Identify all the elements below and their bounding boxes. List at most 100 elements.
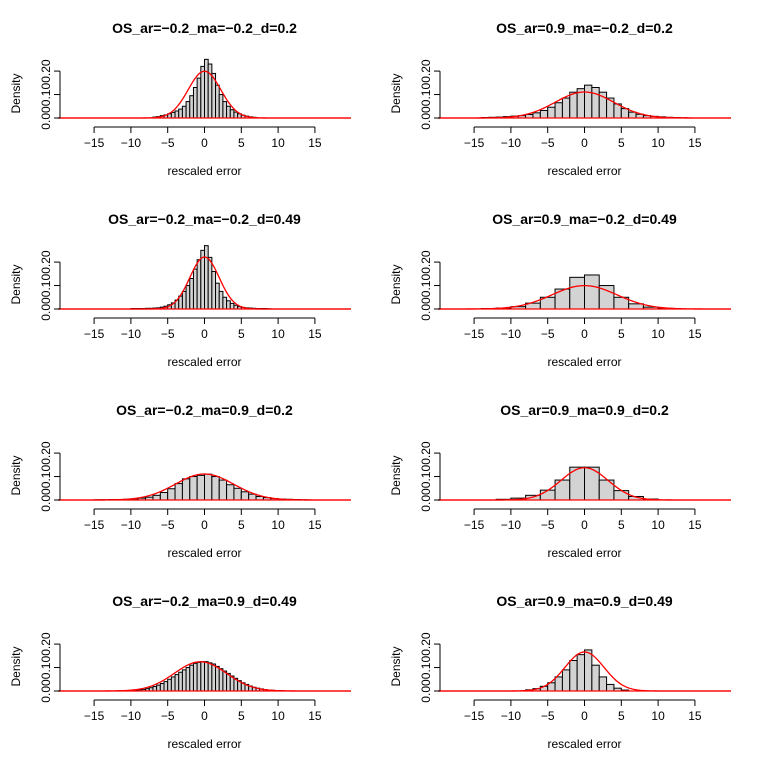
x-tick-label: −5 bbox=[541, 709, 555, 723]
x-tick-label: 5 bbox=[238, 327, 245, 341]
x-tick-label: 15 bbox=[688, 709, 702, 723]
histogram-bar bbox=[196, 259, 202, 310]
y-axis-label: Density bbox=[389, 646, 403, 686]
y-tick-label: 0.00 bbox=[39, 106, 53, 130]
histogram-bar bbox=[211, 663, 217, 692]
y-axis-label: Density bbox=[9, 646, 23, 686]
x-tick-label: 10 bbox=[271, 709, 285, 723]
bars bbox=[480, 274, 674, 310]
x-axis-label: rescaled error bbox=[167, 164, 241, 178]
x-tick-label: 0 bbox=[581, 327, 588, 341]
histogram-bar bbox=[167, 488, 176, 501]
x-tick-label: 5 bbox=[238, 518, 245, 532]
histogram-bar bbox=[569, 276, 585, 310]
x-tick-label: −15 bbox=[464, 709, 485, 723]
histogram-bar bbox=[222, 296, 228, 310]
histogram-bar bbox=[178, 671, 183, 692]
y-axis: 0.000.100.20 bbox=[39, 250, 61, 321]
x-axis-label: rescaled error bbox=[547, 546, 621, 560]
x-tick-label: 15 bbox=[308, 518, 322, 532]
panel-6: OS_ar=0.9_ma=0.9_d=0.2 −15 −10 −5 0 5 10 15 resc… bbox=[389, 402, 731, 560]
panel-title: OS_ar=0.9_ma=−0.2_d=0.2 bbox=[496, 20, 673, 36]
histogram-bar bbox=[196, 77, 202, 119]
histogram-bar bbox=[204, 245, 209, 310]
y-tick-label: 0.20 bbox=[39, 441, 53, 465]
x-tick-label: 0 bbox=[201, 518, 208, 532]
y-tick-label: 0.20 bbox=[419, 59, 433, 83]
x-tick-label: 5 bbox=[618, 518, 625, 532]
histogram-bar bbox=[620, 108, 630, 119]
histogram-bar bbox=[159, 682, 165, 692]
histogram-bar bbox=[569, 660, 578, 692]
x-tick-label: 15 bbox=[688, 327, 702, 341]
histogram-bar bbox=[215, 665, 220, 692]
x-axis-label: rescaled error bbox=[547, 737, 621, 751]
bars bbox=[495, 466, 659, 501]
x-axis: −15 −10 −5 0 5 10 15 bbox=[84, 508, 322, 532]
panel-title: OS_ar=−0.2_ma=0.9_d=0.49 bbox=[112, 593, 297, 609]
panel-title: OS_ar=0.9_ma=−0.2_d=0.49 bbox=[492, 211, 677, 227]
x-axis-label: rescaled error bbox=[167, 546, 241, 560]
density-curve bbox=[438, 284, 731, 310]
panel-title: OS_ar=0.9_ma=0.9_d=0.2 bbox=[500, 402, 669, 418]
histogram-bar bbox=[174, 483, 183, 501]
x-tick-label: 15 bbox=[308, 709, 322, 723]
x-tick-label: −15 bbox=[84, 709, 105, 723]
histogram-bar bbox=[181, 669, 187, 692]
histogram-bar bbox=[240, 491, 250, 501]
histogram-bar bbox=[156, 684, 161, 692]
x-tick-label: −15 bbox=[464, 136, 485, 150]
histogram-bar bbox=[628, 111, 637, 119]
histogram-bar bbox=[222, 101, 228, 119]
histogram-bar bbox=[554, 102, 563, 119]
x-tick-label: 10 bbox=[651, 518, 665, 532]
histogram-bar bbox=[229, 302, 235, 310]
x-axis: −15 −10 −5 0 5 10 15 bbox=[464, 126, 702, 150]
x-tick-label: 15 bbox=[688, 518, 702, 532]
x-tick-label: −10 bbox=[501, 709, 522, 723]
histogram-bar bbox=[189, 664, 194, 692]
y-tick-label: 0.10 bbox=[39, 465, 53, 489]
y-tick-label: 0.20 bbox=[419, 632, 433, 656]
x-tick-label: 5 bbox=[618, 136, 625, 150]
histogram-bar bbox=[152, 494, 161, 501]
density-curve bbox=[58, 661, 351, 692]
histogram-bar bbox=[248, 493, 257, 501]
histogram-bar bbox=[200, 249, 205, 310]
histogram-bar bbox=[613, 490, 630, 501]
histogram-bar bbox=[606, 683, 615, 692]
histogram-bar bbox=[222, 670, 228, 692]
histogram-bar bbox=[554, 676, 563, 692]
histogram-bar bbox=[226, 105, 231, 119]
histogram-bar bbox=[584, 274, 600, 310]
histogram-bar bbox=[170, 676, 176, 692]
density-curve bbox=[58, 256, 351, 310]
histogram-bar bbox=[192, 87, 198, 119]
histogram-bar bbox=[233, 487, 242, 501]
histogram-bar bbox=[200, 661, 205, 692]
x-axis: −15 −10 −5 0 5 10 15 bbox=[464, 317, 702, 341]
density-curve bbox=[58, 473, 351, 501]
y-axis-label: Density bbox=[389, 455, 403, 495]
panel-3: OS_ar=−0.2_ma=−0.2_d=0.49 −15 −10 −5 0 5 10 15 r… bbox=[9, 211, 351, 369]
histogram-bar bbox=[211, 476, 220, 501]
histogram-bar bbox=[218, 479, 228, 501]
histogram-bar bbox=[628, 303, 644, 310]
x-axis: −15 −10 −5 0 5 10 15 bbox=[464, 699, 702, 723]
density-curve bbox=[438, 651, 731, 692]
histogram-bar bbox=[189, 95, 194, 119]
histogram-bar bbox=[218, 94, 224, 119]
histogram-bar bbox=[170, 111, 176, 119]
y-tick-label: 0.00 bbox=[419, 106, 433, 130]
y-tick-label: 0.10 bbox=[39, 83, 53, 107]
x-tick-label: 5 bbox=[238, 709, 245, 723]
histogram-bar bbox=[192, 662, 198, 692]
histogram-bar bbox=[229, 109, 235, 119]
x-axis-label: rescaled error bbox=[167, 737, 241, 751]
x-tick-label: −5 bbox=[161, 136, 175, 150]
x-tick-label: −15 bbox=[84, 136, 105, 150]
density-curve bbox=[58, 70, 351, 119]
histogram-bar bbox=[192, 268, 198, 310]
x-axis-label: rescaled error bbox=[167, 355, 241, 369]
x-tick-label: −10 bbox=[501, 136, 522, 150]
